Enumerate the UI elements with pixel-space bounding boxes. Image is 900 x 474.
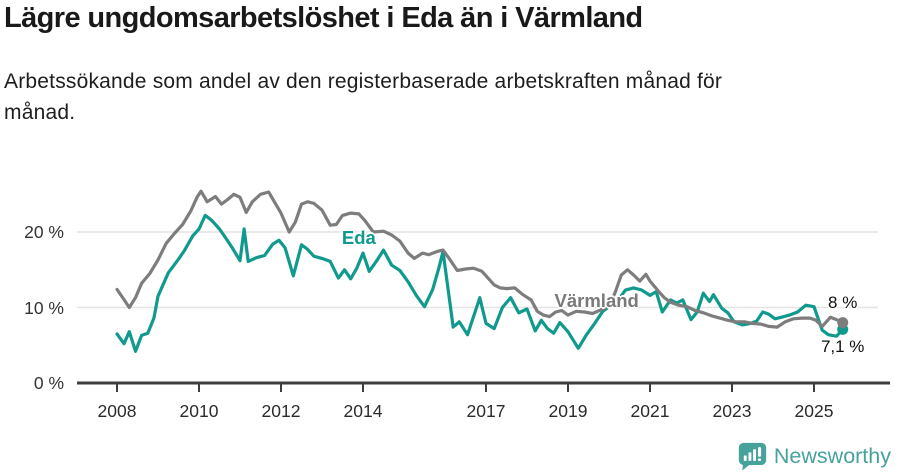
page-title: Lägre ungdomsarbetslöshet i Eda än i Vär… xyxy=(4,2,643,34)
newsworthy-brand[interactable]: Newsworthy xyxy=(738,442,891,471)
newsworthy-logo-icon xyxy=(738,442,767,471)
end-dot-Värmland xyxy=(837,317,849,329)
subtitle-line-2: månad. xyxy=(4,101,76,124)
line-Eda xyxy=(115,213,845,353)
line-Värmland xyxy=(115,189,845,329)
chart-subtitle: Arbetssökande som andel av den registerb… xyxy=(4,66,722,128)
newsworthy-wordmark: Newsworthy xyxy=(773,444,891,468)
subtitle-line-1: Arbetssökande som andel av den registerb… xyxy=(4,70,723,93)
